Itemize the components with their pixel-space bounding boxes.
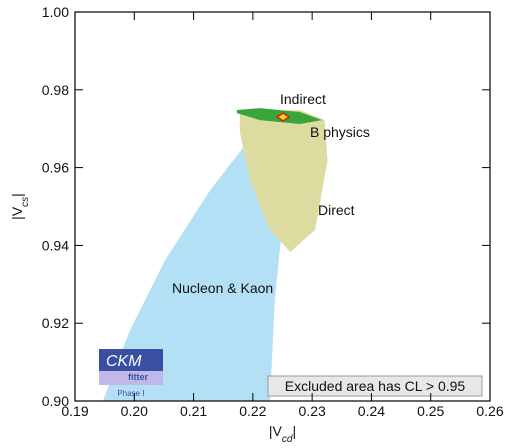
axis-label: |Vcd| xyxy=(269,423,296,443)
region-label: Direct xyxy=(318,202,355,218)
region xyxy=(275,112,291,122)
y-tick-label: 0.96 xyxy=(42,160,69,176)
x-tick-label: 0.21 xyxy=(180,403,207,419)
logo-text: fitter xyxy=(128,372,148,382)
regions xyxy=(102,108,328,402)
axis-label-part: |V xyxy=(269,423,283,439)
y-tick-label: 0.94 xyxy=(42,237,69,253)
y-tick-label: 1.00 xyxy=(42,4,69,20)
logo-text: CKM xyxy=(106,353,142,370)
axis-label-part: |V xyxy=(9,206,25,220)
x-tick-label: 0.20 xyxy=(121,403,148,419)
plot-frame xyxy=(74,11,491,402)
region-label: Indirect xyxy=(280,91,326,107)
logo-text: Phase I xyxy=(117,389,144,398)
x-tick-label: 0.19 xyxy=(61,403,88,419)
y-tick-label: 0.90 xyxy=(42,393,69,409)
note-box xyxy=(267,375,483,397)
logo-box xyxy=(99,349,163,371)
y-tick-label: 0.98 xyxy=(42,82,69,98)
axis-label-part: | xyxy=(9,193,25,197)
x-tick-label: 0.25 xyxy=(417,403,444,419)
axis-label-part: | xyxy=(292,423,296,439)
axis-label-part: cd xyxy=(282,434,293,444)
x-tick-label: 0.26 xyxy=(476,403,503,419)
note: Excluded area has CL > 0.95 xyxy=(285,378,466,394)
logo: CKM fitter Phase I xyxy=(99,349,163,398)
y-tick-label: 0.92 xyxy=(42,315,69,331)
x-tick-label: 0.24 xyxy=(358,403,385,419)
region xyxy=(102,117,297,402)
region xyxy=(239,110,328,253)
x-tick-label: 0.22 xyxy=(239,403,266,419)
axis-label: |Vcs| xyxy=(9,193,31,220)
region-label: B physics xyxy=(310,124,370,140)
x-tick-label: 0.23 xyxy=(299,403,326,419)
logo-box xyxy=(99,371,163,385)
region-label: Nucleon & Kaon xyxy=(172,280,273,296)
axis-label-part: cs xyxy=(20,197,31,207)
